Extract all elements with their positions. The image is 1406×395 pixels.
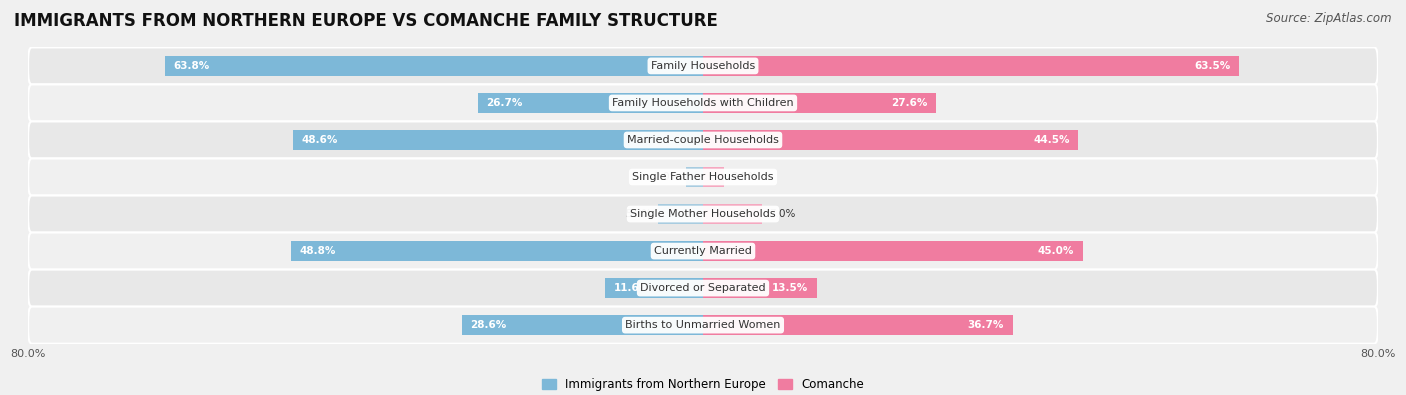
Text: 5.3%: 5.3%	[626, 209, 651, 219]
Text: 7.0%: 7.0%	[769, 209, 796, 219]
Text: Family Households with Children: Family Households with Children	[612, 98, 794, 108]
Bar	[292, 130, 703, 150]
Text: 63.5%: 63.5%	[1194, 61, 1230, 71]
Bar	[605, 278, 703, 298]
Text: Single Mother Households: Single Mother Households	[630, 209, 776, 219]
FancyBboxPatch shape	[28, 233, 1378, 269]
Bar	[461, 315, 703, 335]
Text: 11.6%: 11.6%	[613, 283, 650, 293]
Text: Source: ZipAtlas.com: Source: ZipAtlas.com	[1267, 12, 1392, 25]
Legend: Immigrants from Northern Europe, Comanche: Immigrants from Northern Europe, Comanch…	[541, 378, 865, 391]
Bar	[703, 130, 1078, 150]
FancyBboxPatch shape	[28, 121, 1378, 158]
FancyBboxPatch shape	[28, 85, 1378, 121]
FancyBboxPatch shape	[28, 47, 1378, 85]
FancyBboxPatch shape	[28, 196, 1378, 233]
FancyBboxPatch shape	[28, 307, 1378, 344]
Text: 26.7%: 26.7%	[486, 98, 523, 108]
Bar	[703, 204, 762, 224]
Text: 48.6%: 48.6%	[301, 135, 337, 145]
Text: 45.0%: 45.0%	[1038, 246, 1074, 256]
Text: 36.7%: 36.7%	[967, 320, 1004, 330]
Bar	[703, 278, 817, 298]
Text: 2.0%: 2.0%	[652, 172, 679, 182]
Text: Family Households: Family Households	[651, 61, 755, 71]
FancyBboxPatch shape	[28, 269, 1378, 307]
Bar	[686, 167, 703, 187]
Text: Married-couple Households: Married-couple Households	[627, 135, 779, 145]
Text: 63.8%: 63.8%	[173, 61, 209, 71]
Bar	[703, 167, 724, 187]
Text: 44.5%: 44.5%	[1033, 135, 1070, 145]
Text: IMMIGRANTS FROM NORTHERN EUROPE VS COMANCHE FAMILY STRUCTURE: IMMIGRANTS FROM NORTHERN EUROPE VS COMAN…	[14, 12, 718, 30]
Text: Single Father Households: Single Father Households	[633, 172, 773, 182]
Bar	[478, 93, 703, 113]
Bar	[291, 241, 703, 261]
Text: 48.8%: 48.8%	[299, 246, 336, 256]
FancyBboxPatch shape	[28, 158, 1378, 196]
Bar	[658, 204, 703, 224]
Bar	[703, 241, 1083, 261]
Bar	[703, 56, 1239, 76]
Text: Births to Unmarried Women: Births to Unmarried Women	[626, 320, 780, 330]
Bar	[703, 315, 1012, 335]
Bar	[703, 93, 936, 113]
Text: Currently Married: Currently Married	[654, 246, 752, 256]
Text: 2.5%: 2.5%	[731, 172, 758, 182]
Text: Divorced or Separated: Divorced or Separated	[640, 283, 766, 293]
Text: 13.5%: 13.5%	[772, 283, 808, 293]
Text: 28.6%: 28.6%	[470, 320, 506, 330]
Text: 27.6%: 27.6%	[891, 98, 928, 108]
Bar	[165, 56, 703, 76]
